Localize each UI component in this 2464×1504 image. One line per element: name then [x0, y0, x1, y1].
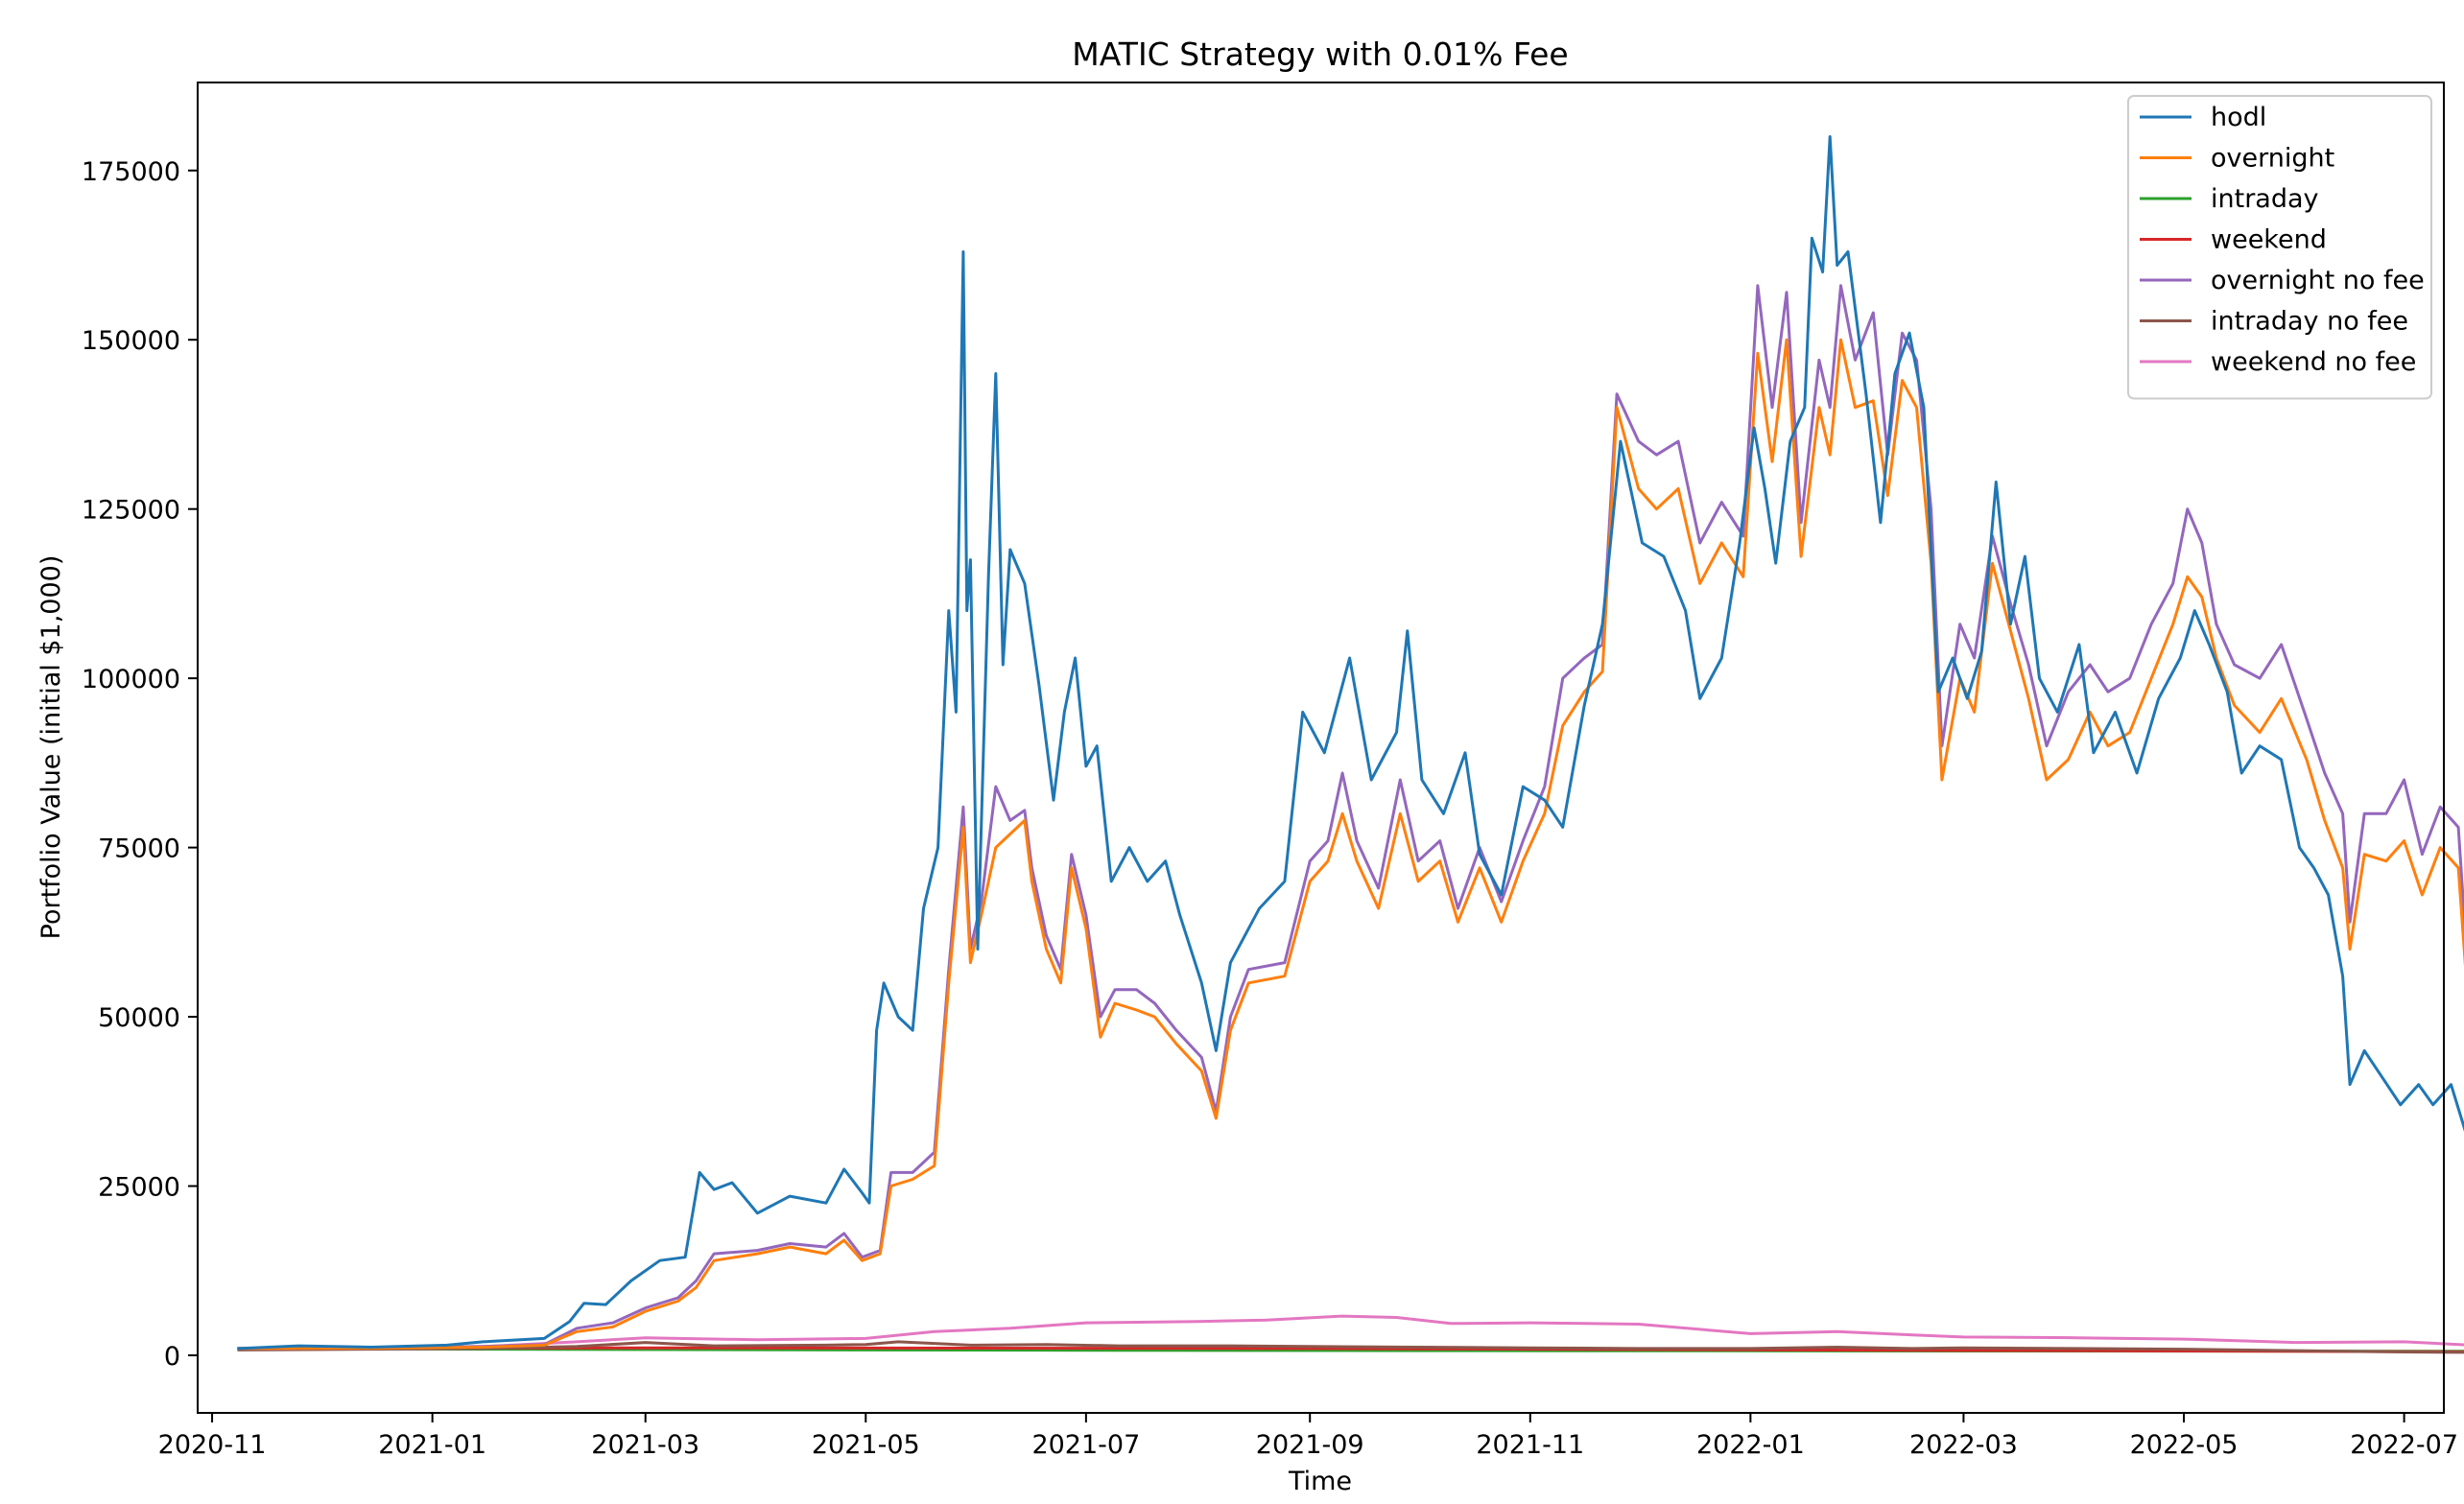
x-tick-label: 2021-03 [591, 1430, 699, 1460]
chart-title: MATIC Strategy with 0.01% Fee [1072, 35, 1568, 73]
x-axis-ticks: 2020-11 2021-01 2021-03 2021-05 2021-07 2021-… [158, 1413, 2458, 1460]
series-line-intraday-no-fee [237, 1340, 2464, 1354]
legend-label: overnight [2211, 144, 2334, 174]
y-tick-label: 0 [164, 1342, 180, 1372]
plot-series-group [237, 135, 2464, 1354]
x-tick-label: 2020-11 [158, 1430, 267, 1460]
y-tick-label: 75000 [98, 834, 180, 864]
x-tick-label: 2022-07 [2350, 1430, 2458, 1460]
y-axis-label: Portfolio Value (initial $1,000) [36, 555, 66, 940]
y-tick-label: 25000 [98, 1173, 180, 1203]
x-tick-label: 2021-05 [812, 1430, 920, 1460]
x-tick-label: 2022-03 [1909, 1430, 2018, 1460]
x-tick-label: 2021-11 [1476, 1430, 1584, 1460]
x-tick-label: 2021-09 [1256, 1430, 1364, 1460]
y-axis-ticks: 0 25000 50000 75000 100000 125000 150000 175000 [82, 157, 198, 1372]
legend-box [2127, 95, 2432, 400]
x-tick-label: 2021-01 [378, 1430, 486, 1460]
y-tick-label: 150000 [82, 326, 180, 356]
legend-label: weekend no fee [2211, 347, 2416, 377]
y-tick-label: 100000 [82, 665, 180, 694]
legend: hodl overnight intraday weekend overnight no… [2127, 95, 2432, 400]
series-line-hodl [237, 135, 2464, 1351]
plot-frame [197, 82, 2445, 1414]
legend-label: hodl [2211, 103, 2266, 132]
y-tick-label: 175000 [82, 157, 180, 187]
x-tick-label: 2021-07 [1031, 1430, 1140, 1460]
series-line-overnight [237, 338, 2464, 1351]
y-tick-label: 50000 [98, 1003, 180, 1033]
y-tick-label: 125000 [82, 496, 180, 526]
x-axis-label: Time [1288, 1467, 1352, 1496]
legend-label: weekend [2211, 225, 2327, 255]
x-tick-label: 2022-05 [2130, 1430, 2239, 1460]
legend-label: intraday no fee [2211, 307, 2408, 337]
series-line-weekend-no-fee [237, 1314, 2464, 1351]
legend-label: overnight no fee [2211, 266, 2425, 295]
legend-label: intraday [2211, 184, 2319, 214]
x-tick-label: 2022-01 [1696, 1430, 1805, 1460]
